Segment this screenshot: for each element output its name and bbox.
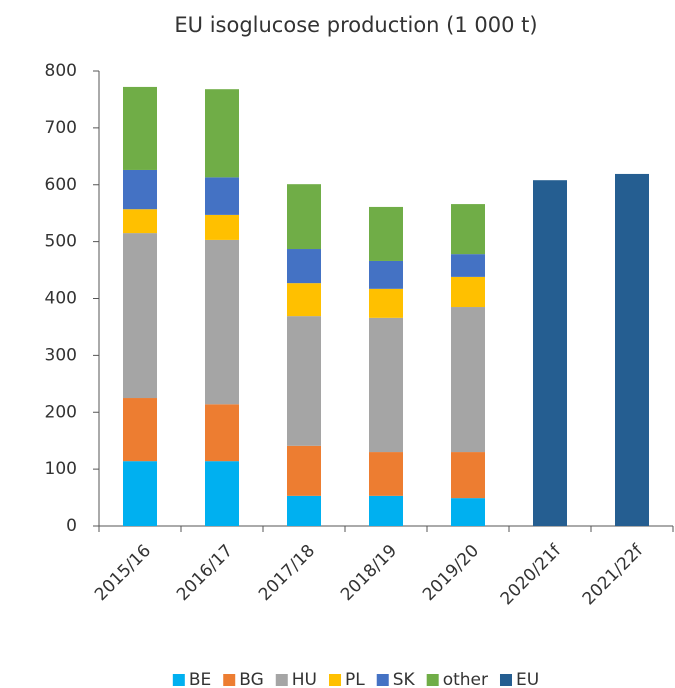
x-tick-label: 2019/20 [419,541,483,605]
y-tick-label: 400 [45,289,77,309]
bar-segment [287,249,321,284]
y-tick-label: 0 [66,516,77,536]
bar-segment [615,173,649,526]
legend-label: PL [345,670,365,688]
bar-segment [369,206,403,261]
bar-segment [369,288,403,318]
bar-segment [123,233,157,399]
bar-segment [533,180,567,526]
bar-segment [205,461,239,526]
bar-segment [287,283,321,317]
legend-label: EU [516,670,539,688]
bar-segment [123,461,157,526]
y-tick-label: 100 [45,459,77,479]
bar-segment [123,169,157,210]
bar-segment [369,495,403,526]
bar-segment [451,276,485,308]
bar-segment [451,254,485,277]
legend-swatch [223,674,236,686]
x-tick-label: 2021/22f [579,540,648,609]
bar-segment [205,177,239,215]
legend-swatch [172,674,185,686]
bar-segment [287,445,321,496]
bar-segment [451,307,485,453]
x-tick-label: 2017/18 [255,541,319,605]
x-tick-label: 2015/16 [91,541,155,605]
bar-segment [287,184,321,250]
y-tick-label: 600 [45,175,77,195]
bar-segment [123,209,157,234]
x-tick-label: 2018/19 [337,541,401,605]
legend-label: HU [292,670,317,688]
x-tick-label: 2016/17 [173,541,237,605]
chart-title: EU isoglucose production (1 000 t) [174,13,537,37]
bar-segment [451,204,485,255]
bar-segment [451,452,485,499]
legend-label: other [443,670,488,688]
y-tick-label: 700 [45,118,77,138]
bar-segment [123,86,157,170]
y-tick-label: 300 [45,345,77,365]
bar-segment [205,89,239,178]
legend-swatch [376,674,389,686]
bar-segment [205,239,239,405]
legend-swatch [426,674,439,686]
y-tick-label: 500 [45,232,77,252]
bar-segment [205,214,239,240]
bar-segment [287,316,321,446]
bar-segment [451,498,485,526]
legend-swatch [329,674,342,686]
bar-segment [123,398,157,462]
bar-segment [287,495,321,526]
legend-swatch [275,674,288,686]
bar-segment [369,317,403,453]
legend-label: SK [393,670,416,688]
bar-segment [369,452,403,496]
legend-label: BE [189,670,211,688]
legend-label: BG [239,670,264,688]
x-tick-label: 2020/21f [497,540,566,609]
y-tick-label: 800 [45,61,77,81]
bar-segment [205,404,239,462]
legend-swatch [499,674,512,686]
bar-segment [369,260,403,289]
y-tick-label: 200 [45,402,77,422]
